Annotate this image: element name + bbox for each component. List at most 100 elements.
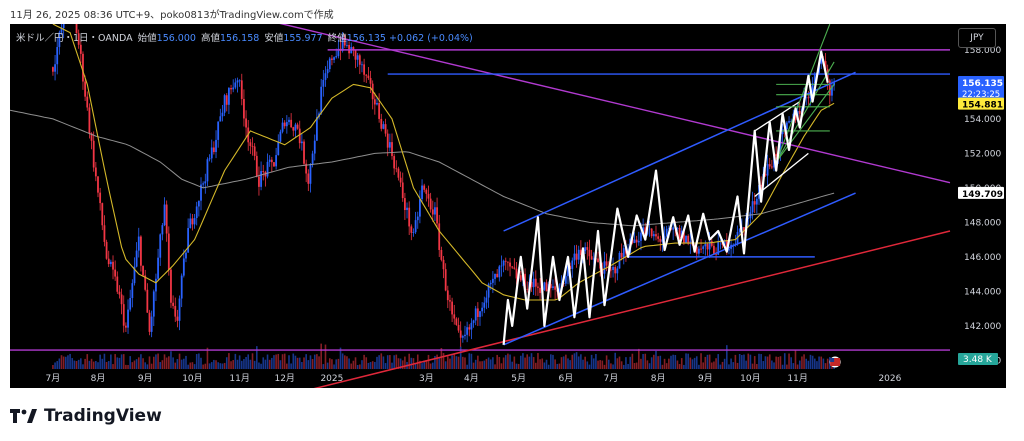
volume-bar <box>414 363 417 369</box>
candle-body <box>262 171 265 172</box>
candle-body <box>232 87 235 90</box>
volume-bar <box>599 360 601 369</box>
candle-body <box>176 316 179 321</box>
volume-bar <box>288 355 290 369</box>
candle-body <box>159 234 162 258</box>
volume-bar <box>545 359 548 369</box>
volume-bar <box>384 363 387 369</box>
candle-body <box>416 216 419 221</box>
volume-bar <box>674 354 677 369</box>
candle-body <box>137 236 140 251</box>
candle-body <box>249 142 252 146</box>
price-label-time: 22:23:25 <box>962 90 1000 100</box>
candle-body <box>82 53 84 82</box>
symbol-name[interactable]: 米ドル／円・1日・OANDA <box>16 33 133 44</box>
candle-body <box>687 235 690 244</box>
price-label-value: 154.881 <box>962 101 1003 111</box>
candle-body <box>157 257 159 279</box>
volume-bar <box>290 363 292 369</box>
candle-body <box>174 305 177 317</box>
volume-bar <box>107 361 110 369</box>
candle-body <box>809 93 812 99</box>
volume-bar <box>193 364 196 369</box>
volume-bar <box>790 357 792 369</box>
candle-body <box>212 147 215 153</box>
candle-body <box>103 225 106 242</box>
volume-tag-value: 3.48 K <box>963 355 993 365</box>
candle-body <box>440 249 443 260</box>
candle-body <box>483 302 486 308</box>
candle-body <box>221 112 224 117</box>
volume-bar <box>296 357 299 369</box>
candle-body <box>391 142 393 157</box>
volume-bar <box>247 354 250 369</box>
candle-body <box>427 193 430 199</box>
candle-body <box>414 220 417 233</box>
candle-body <box>824 61 827 69</box>
candle-body <box>84 81 87 97</box>
candle-body <box>219 116 222 122</box>
chart-panel[interactable]: 140.000142.000144.000146.000148.000150.0… <box>10 24 1006 388</box>
volume-bar <box>798 360 801 369</box>
candle-body <box>573 253 576 261</box>
candle-body <box>300 141 303 144</box>
volume-bar <box>401 360 404 369</box>
volume-bar <box>436 354 438 369</box>
volume-bar <box>395 354 398 369</box>
candle-body <box>603 261 606 274</box>
candle-body <box>442 259 445 270</box>
volume-bar <box>356 364 359 369</box>
volume-bar <box>805 358 808 369</box>
candle-body <box>689 241 692 244</box>
candle-body <box>449 300 451 302</box>
candle-body <box>577 249 580 260</box>
volume-bar <box>717 354 720 369</box>
candle-body <box>637 240 640 243</box>
candle-body <box>455 318 458 325</box>
volume-bar <box>225 357 228 369</box>
volume-bar <box>457 356 460 369</box>
candle-body <box>451 301 454 315</box>
volume-bar <box>69 353 71 369</box>
candle-body <box>526 288 529 290</box>
volume-bar <box>775 356 777 369</box>
candle-body <box>717 241 720 255</box>
volume-bar <box>253 360 256 369</box>
candle-body <box>612 267 614 271</box>
volume-bar <box>680 358 683 369</box>
chart-caption: 11月 26, 2025 08:36 UTC+9、poko0813がTradin… <box>10 10 334 21</box>
candle-body <box>479 311 481 317</box>
x-tick-label: 8月 <box>91 373 106 384</box>
candle-body <box>760 184 763 187</box>
price-chart[interactable]: 140.000142.000144.000146.000148.000150.0… <box>10 24 1006 388</box>
volume-bar <box>704 356 707 369</box>
volume-bar <box>580 354 582 369</box>
volume-bar <box>62 356 65 369</box>
volume-bar <box>556 363 559 369</box>
volume-bar <box>470 353 473 369</box>
volume-bar <box>558 363 561 369</box>
volume-bar <box>431 362 434 369</box>
volume-bar <box>756 363 758 369</box>
volume-bar <box>483 360 486 369</box>
volume-bar <box>607 359 610 369</box>
volume-bar <box>653 354 655 369</box>
volume-bar <box>150 363 153 369</box>
candle-body <box>223 95 226 113</box>
currency-button[interactable]: JPY <box>958 28 996 48</box>
volume-bar <box>152 356 155 369</box>
volume-bar <box>146 364 149 369</box>
y-tick-label: 144.000 <box>964 287 1001 297</box>
volume-bar <box>479 361 481 369</box>
volume-bar <box>702 362 704 369</box>
candle-body <box>251 145 254 147</box>
candle-body <box>564 276 567 284</box>
candle-body <box>116 276 119 292</box>
volume-bar <box>333 364 335 369</box>
volume-bar <box>612 364 614 369</box>
volume-bar <box>526 354 529 369</box>
candle-body <box>328 58 331 70</box>
candle-body <box>62 24 65 29</box>
volume-bar <box>588 364 591 369</box>
